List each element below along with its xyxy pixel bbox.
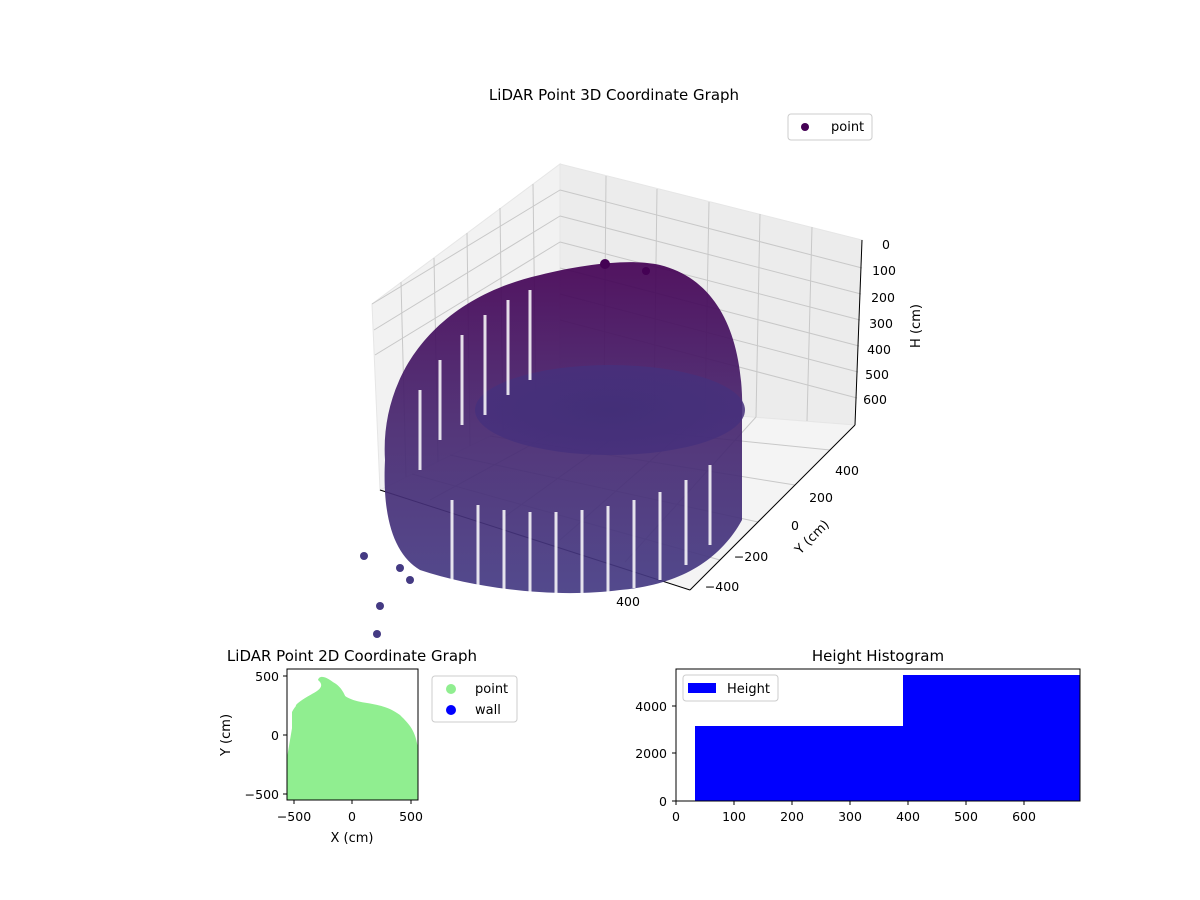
svg-text:600: 600	[1012, 809, 1036, 824]
svg-text:100: 100	[872, 263, 896, 278]
svg-text:200: 200	[809, 490, 833, 505]
svg-text:500: 500	[865, 367, 889, 382]
svg-text:100: 100	[722, 809, 746, 824]
svg-text:600: 600	[863, 392, 887, 407]
svg-text:200: 200	[871, 290, 895, 305]
svg-text:0: 0	[271, 728, 279, 743]
plot-2d-xlabel: X (cm)	[331, 831, 374, 846]
svg-text:200: 200	[780, 809, 804, 824]
svg-text:0: 0	[348, 809, 356, 824]
histogram-frame	[675, 668, 1081, 802]
hist-bar-1	[695, 726, 903, 801]
plot-3d-legend: point	[787, 113, 873, 141]
legend-marker-wall	[446, 705, 456, 715]
z-axis-ticks: 0 100 200 300 400 500 600 H (cm)	[863, 237, 924, 407]
svg-text:400: 400	[616, 594, 640, 609]
svg-text:−500: −500	[277, 809, 311, 824]
svg-text:wall: wall	[475, 703, 501, 718]
plot-2d: LiDAR Point 2D Coordinate Graph −500 0 5…	[219, 647, 518, 846]
svg-text:400: 400	[835, 463, 859, 478]
svg-text:0: 0	[659, 794, 667, 809]
legend-marker-point	[446, 684, 456, 694]
svg-text:500: 500	[954, 809, 978, 824]
z-axis-label: H (cm)	[909, 304, 924, 348]
plot-3d-title: LiDAR Point 3D Coordinate Graph	[489, 86, 739, 104]
histogram-title: Height Histogram	[812, 647, 944, 665]
plot-2d-ylabel: Y (cm)	[219, 714, 234, 757]
plot-2d-legend: point wall	[431, 675, 518, 723]
legend-marker-height	[688, 683, 716, 693]
legend-marker-point	[801, 123, 809, 131]
svg-text:point: point	[475, 682, 508, 697]
histogram-legend: Height	[682, 674, 779, 702]
x-axis-ticks: 400	[616, 594, 640, 609]
point-region	[287, 676, 418, 800]
histogram: Height Histogram 0 100 200 300 400 500 6…	[635, 647, 1081, 824]
svg-text:−500: −500	[245, 787, 279, 802]
svg-text:−200: −200	[734, 549, 768, 564]
hist-bar-2	[903, 675, 1080, 801]
svg-text:500: 500	[399, 809, 423, 824]
svg-text:point: point	[831, 120, 864, 135]
svg-text:4000: 4000	[635, 699, 667, 714]
svg-text:0: 0	[672, 809, 680, 824]
svg-text:500: 500	[255, 669, 279, 684]
svg-text:0: 0	[791, 518, 799, 533]
svg-text:400: 400	[896, 809, 920, 824]
svg-text:0: 0	[882, 237, 890, 252]
plot-3d: LiDAR Point 3D Coordinate Graph	[360, 86, 924, 638]
point-cloud	[360, 259, 745, 638]
plot-2d-title: LiDAR Point 2D Coordinate Graph	[227, 647, 477, 665]
svg-text:300: 300	[869, 316, 893, 331]
svg-text:−400: −400	[705, 579, 739, 594]
svg-text:300: 300	[838, 809, 862, 824]
svg-text:Height: Height	[727, 682, 770, 697]
svg-text:2000: 2000	[635, 746, 667, 761]
svg-text:400: 400	[867, 342, 891, 357]
